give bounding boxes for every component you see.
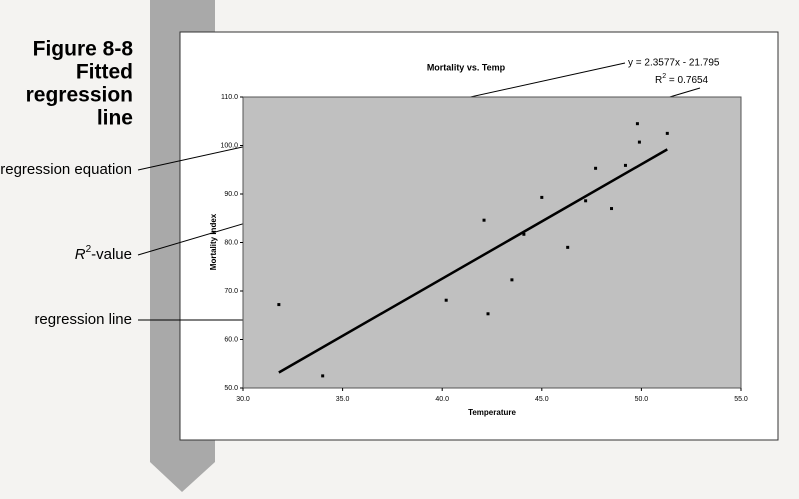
point — [665, 131, 669, 135]
r: R — [655, 75, 662, 86]
point — [444, 298, 448, 302]
point — [584, 199, 588, 203]
y-tick-label: 100.0 — [220, 142, 238, 149]
r2: R2 = 0.7654 — [655, 73, 709, 86]
caption-line: Fitted — [76, 61, 133, 84]
trendline — [278, 148, 668, 374]
point — [522, 232, 526, 236]
x-tick-label: 30.0 — [236, 396, 250, 403]
plot-area — [242, 96, 742, 389]
point — [635, 122, 639, 126]
y-tick-label: 70.0 — [224, 288, 238, 295]
callout-equation: regression equation — [0, 161, 132, 178]
rest: -value — [91, 246, 132, 263]
x-tick-label: 55.0 — [734, 396, 748, 403]
point — [321, 374, 325, 378]
y-tick-label: 60.0 — [224, 336, 238, 343]
callout-line: regression line — [34, 311, 132, 328]
sup: 2 — [662, 73, 666, 80]
rest: = 0.7654 — [666, 75, 708, 86]
point — [637, 140, 641, 144]
y-tick-label: 80.0 — [224, 239, 238, 246]
point — [482, 218, 486, 222]
y-tick-label: 110.0 — [221, 94, 238, 101]
equation: y = 2.3577x - 21.795 — [628, 58, 720, 69]
point — [540, 195, 544, 199]
caption-line: line — [97, 107, 133, 130]
x-tick-label: 40.0 — [435, 396, 449, 403]
y-label: Mortality Index — [209, 213, 218, 270]
x-tick-label: 45.0 — [535, 396, 549, 403]
chart-title: Mortality vs. Temp — [427, 62, 506, 72]
point — [610, 207, 614, 211]
y-tick-label: 90.0 — [224, 191, 238, 198]
callout-r2: R2-value — [75, 244, 132, 263]
caption-line: Figure 8-8 — [33, 38, 134, 61]
x-tick-label: 35.0 — [336, 396, 350, 403]
point — [623, 163, 627, 167]
y-tick-label: 50.0 — [224, 385, 238, 392]
r: R — [75, 246, 86, 263]
point — [486, 312, 490, 316]
point — [510, 278, 514, 282]
x-label: Temperature — [468, 408, 516, 417]
point — [277, 303, 281, 307]
point — [566, 245, 570, 249]
point — [594, 166, 598, 170]
caption-line: regression — [26, 84, 133, 107]
sup: 2 — [86, 244, 92, 255]
x-tick-label: 50.0 — [635, 396, 649, 403]
